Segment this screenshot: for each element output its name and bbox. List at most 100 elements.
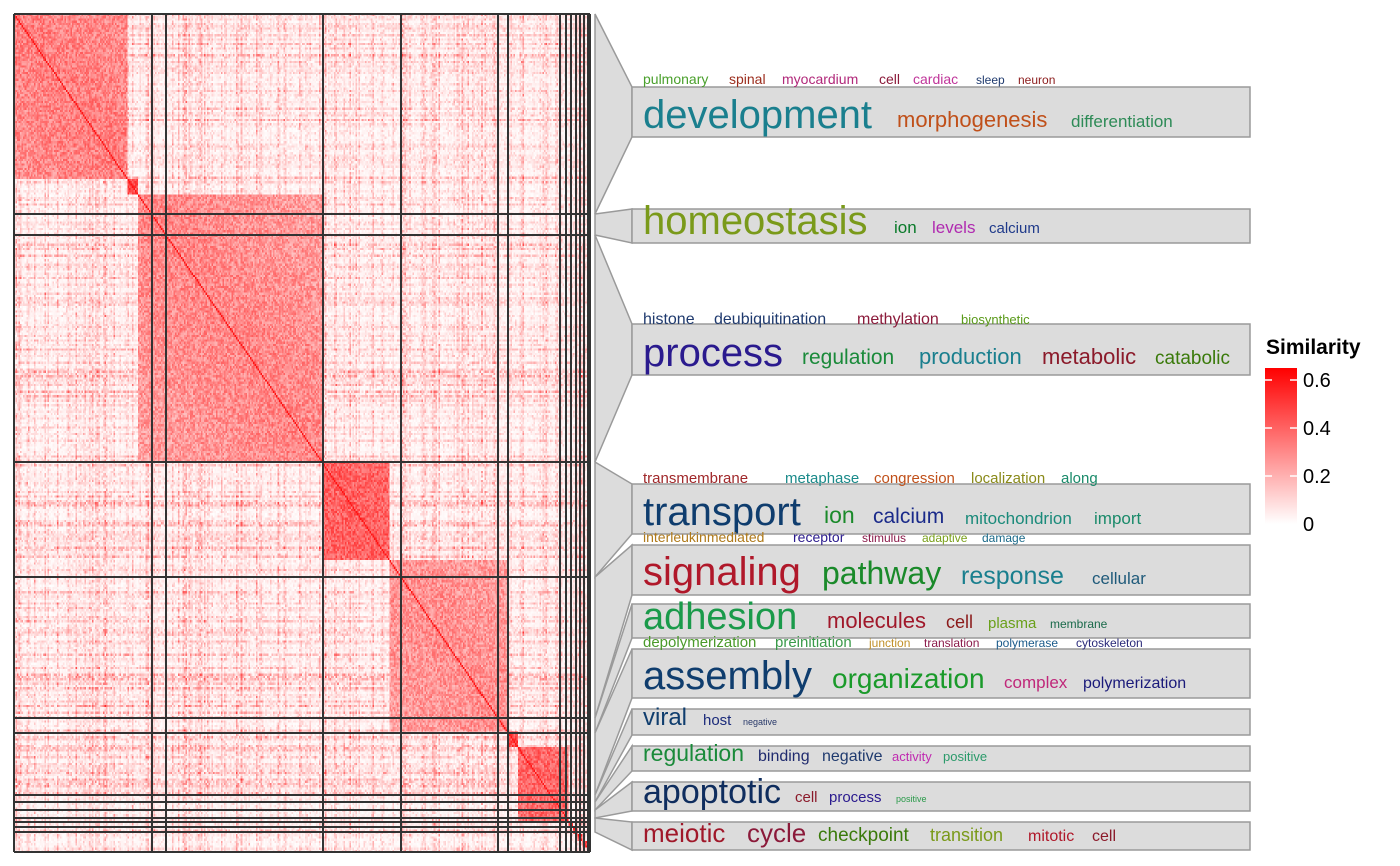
word-cloud-panel [631,208,1251,244]
keyword-catabolic: catabolic [1155,348,1230,369]
keyword-host: host [703,712,732,729]
similarity-legend: Similarity 0.6 0.4 0.2 0 [1265,336,1361,536]
keyword-binding: binding [758,748,810,765]
word-cloud-panel [631,781,1251,812]
keyword-deubiquitination: deubiquitination [714,311,826,328]
keyword-import: import [1094,509,1142,528]
keyword-adaptive: adaptive [922,531,968,545]
keyword-polymerization: polymerization [1083,675,1186,692]
keyword-sleep: sleep [976,73,1005,87]
keyword-positive: positive [896,794,927,804]
keyword-transport: transport [643,490,801,534]
keyword-activity: activity [892,749,932,764]
legend-tick-label: 0.4 [1303,418,1331,440]
keyword-transition: transition [930,825,1003,845]
keyword-negative: negative [822,748,883,765]
keyword-spinal: spinal [729,71,766,87]
keyword-levels: levels [932,218,975,237]
keyword-cell: cell [879,71,900,87]
keyword-meiotic: meiotic [643,818,725,848]
keyword-assembly: assembly [643,654,812,698]
word-cloud-panel [631,708,1251,736]
keyword-cell: cell [1092,828,1116,845]
keyword-production: production [919,344,1022,369]
keyword-process: process [829,789,882,806]
cluster-connector [594,234,633,463]
legend-colorbar [1265,368,1297,524]
keyword-response: response [961,562,1064,590]
keyword-pathway: pathway [822,555,941,591]
word-cloud-panel [631,86,1251,138]
keyword-cytoskeleton: cytoskeleton [1076,636,1143,650]
keyword-signaling: signaling [643,550,801,594]
keyword-damage: damage [982,531,1026,545]
keyword-translation: translation [924,636,979,650]
keyword-cellular: cellular [1092,569,1146,588]
keyword-apoptotic: apoptotic [643,773,781,811]
cluster-connector [594,208,633,244]
keyword-process: process [643,331,783,375]
keyword-neuron: neuron [1018,73,1055,87]
legend-tick-label: 0.6 [1303,370,1331,392]
keyword-congression: congression [874,470,955,487]
keyword-calcium: calcium [873,505,944,528]
word-cloud-panel [631,544,1251,596]
keyword-metabolic: metabolic [1042,344,1136,369]
keyword-cardiac: cardiac [913,71,958,87]
keyword-ion: ion [894,218,917,237]
keyword-receptor: receptor [793,529,845,545]
keyword-positive: positive [943,749,987,764]
legend-tick-label: 0 [1303,514,1314,536]
legend-ticks: 0.6 0.4 0.2 0 [1265,370,1331,536]
word-cloud-panel [631,603,1251,639]
legend-title: Similarity [1266,336,1361,359]
keyword-adhesion: adhesion [643,596,797,638]
legend-tick-label: 0.2 [1303,466,1331,488]
similarity-heatmap [14,14,590,852]
word-cloud-panel [631,648,1251,699]
keyword-calcium: calcium [989,220,1040,237]
word-cloud-panel [631,821,1251,851]
word-cloud-panels: pulmonary spinal myocardium cell cardiac slee… [631,71,1251,851]
keyword-molecules: molecules [827,608,926,633]
keyword-membrane: membrane [1050,617,1108,631]
keyword-regulation: regulation [643,740,744,766]
keyword-myocardium: myocardium [782,71,858,87]
keyword-along: along [1061,470,1098,487]
keyword-plasma: plasma [988,615,1037,632]
keyword-histone: histone [643,311,695,328]
keyword-stimulus: stimulus [862,531,906,545]
keyword-polymerase: polymerase [996,636,1058,650]
keyword-interleukinmediated: interleukinmediated [643,529,764,545]
keyword-checkpoint: checkpoint [818,825,910,846]
keyword-cycle: cycle [747,818,806,848]
keyword-localization: localization [971,470,1045,487]
keyword-cell: cell [795,789,818,806]
keyword-organization: organization [832,663,985,694]
keyword-mitotic: mitotic [1028,828,1074,845]
word-cloud-panel [631,483,1251,535]
keyword-pulmonary: pulmonary [643,71,708,87]
keyword-transmembrane: transmembrane [643,470,748,487]
keyword-metaphase: metaphase [785,470,859,487]
keyword-depolymerization: depolymerization [643,634,756,651]
keyword-cell: cell [946,612,973,632]
keyword-methylation: methylation [857,311,939,328]
keyword-morphogenesis: morphogenesis [897,107,1047,132]
keyword-mitochondrion: mitochondrion [965,509,1072,528]
keyword-ion: ion [824,502,855,528]
cluster-connectors [594,13,633,852]
keyword-development: development [643,93,872,137]
keyword-junction: junction [868,636,910,650]
cluster-connector [594,13,633,215]
keyword-differentiation: differentiation [1071,112,1173,131]
word-cloud-panel [631,745,1251,772]
cluster-connector [594,817,633,852]
cluster-boundaries [13,13,591,853]
keyword-viral: viral [643,704,687,731]
keyword-negative: negative [743,717,777,727]
keyword-preinitiation: preinitiation [775,634,852,651]
word-cloud-panel [631,323,1251,376]
